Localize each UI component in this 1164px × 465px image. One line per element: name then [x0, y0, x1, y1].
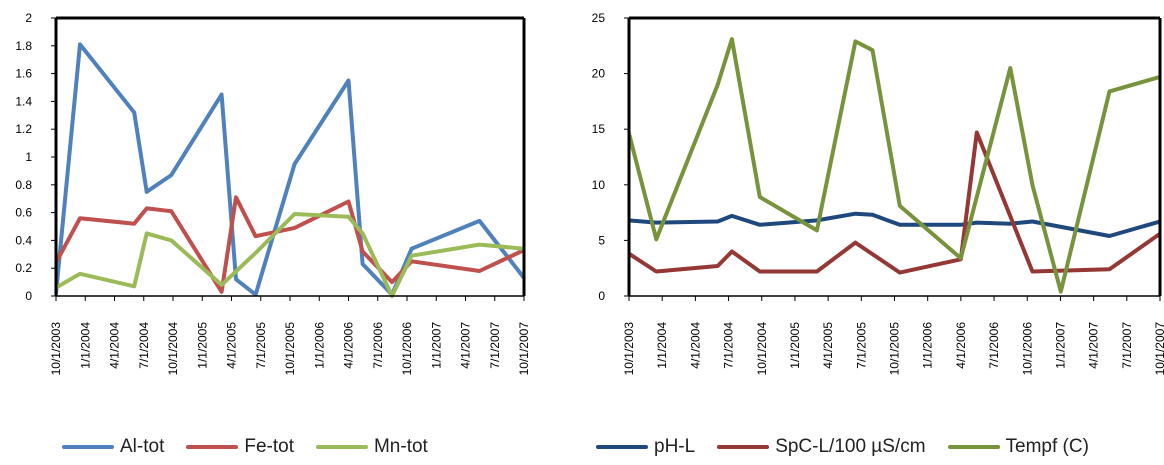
x-tick-label: 10/1/2003 [622, 322, 636, 376]
legend-swatch [186, 445, 239, 449]
legend-swatch [596, 445, 648, 449]
legend-item: SpC-L/100 µS/cm [717, 436, 926, 458]
x-tick-label: 10/1/2005 [888, 322, 902, 376]
y-tick-label: 2 [25, 11, 32, 25]
y-tick-label: 0.2 [15, 261, 32, 275]
series-line-ph-l [629, 211, 1160, 238]
x-tick-label: 4/1/2005 [821, 322, 835, 369]
series-line-spc-l-100-s-cm [629, 130, 1160, 275]
x-tick-label: 10/1/2004 [166, 322, 180, 376]
y-tick-label: 0 [25, 289, 32, 303]
x-tick-label: 10/1/2007 [1153, 322, 1164, 376]
x-tick-label: 1/1/2005 [195, 322, 209, 369]
x-tick-label: 10/1/2006 [1020, 322, 1034, 376]
x-tick-label: 7/1/2005 [254, 322, 268, 369]
x-tick-label: 4/1/2007 [1087, 322, 1101, 369]
y-tick-label: 0 [598, 289, 605, 303]
y-tick-label: 20 [592, 67, 606, 81]
y-tick-label: 1.6 [15, 67, 32, 81]
x-tick-label: 7/1/2006 [371, 322, 385, 369]
y-tick-label: 0.8 [15, 178, 32, 192]
series-line-al-tot [56, 42, 524, 297]
x-tick-label: 1/1/2004 [655, 322, 669, 369]
series-line-fe-tot [56, 195, 524, 294]
x-tick-label: 4/1/2006 [954, 322, 968, 369]
y-tick-label: 0.4 [15, 233, 32, 247]
x-tick-label: 1/1/2005 [788, 322, 802, 369]
x-tick-label: 1/1/2007 [429, 322, 443, 369]
legend-item: pH-L [596, 436, 695, 458]
x-tick-label: 10/1/2006 [400, 322, 414, 376]
legend-item: Tempf (C) [947, 436, 1089, 458]
x-tick-label: 10/1/2003 [49, 322, 63, 376]
y-tick-label: 1.2 [15, 122, 32, 136]
legend-swatch [947, 445, 1000, 449]
x-tick-label: 4/1/2006 [342, 322, 356, 369]
x-tick-label: 7/1/2004 [137, 322, 151, 369]
x-tick-label: 1/1/2006 [312, 322, 326, 369]
legend-label: Tempf (C) [1005, 436, 1089, 457]
x-tick-label: 7/1/2006 [987, 322, 1001, 369]
y-tick-label: 10 [592, 178, 606, 192]
y-tick-label: 1.4 [15, 94, 32, 108]
x-tick-label: 7/1/2007 [1120, 322, 1134, 369]
x-tick-label: 4/1/2004 [108, 322, 122, 369]
legend-label: Fe-tot [244, 436, 294, 457]
series-line-tempf-c- [629, 37, 1160, 294]
chart-0: 0 0.2 0.4 0.6 0.8 1 1.2 1.4 1.6 1.8 2 10/1/2003 1/1/… [15, 11, 531, 375]
legend-label: Mn-tot [373, 436, 428, 457]
legend-item: Fe-tot [186, 436, 294, 458]
x-tick-label: 7/1/2007 [488, 322, 502, 369]
legend-label: SpC-L/100 µS/cm [775, 436, 926, 457]
legend-item: Mn-tot [315, 436, 428, 458]
legend-right: pH-L SpC-L/100 µS/cm Tempf (C) [596, 432, 1111, 462]
x-tick-label: 10/1/2007 [517, 322, 531, 376]
y-tick-label: 5 [598, 233, 605, 247]
legend-swatch [717, 445, 770, 449]
legend-item: Al-tot [62, 436, 164, 458]
x-tick-label: 1/1/2006 [921, 322, 935, 369]
x-tick-label: 1/1/2007 [1053, 322, 1067, 369]
x-tick-label: 4/1/2005 [225, 322, 239, 369]
y-tick-label: 1.8 [15, 39, 32, 53]
y-tick-label: 0.6 [15, 206, 32, 220]
legend-left: Al-tot Fe-tot Mn-tot [62, 432, 450, 462]
y-tick-label: 25 [592, 11, 606, 25]
series-line-mn-tot [56, 212, 524, 298]
x-tick-label: 7/1/2005 [854, 322, 868, 369]
x-tick-label: 10/1/2005 [283, 322, 297, 376]
y-tick-label: 15 [592, 122, 606, 136]
x-tick-label: 4/1/2004 [688, 322, 702, 369]
legend-label: pH-L [654, 436, 696, 457]
x-tick-label: 4/1/2007 [459, 322, 473, 369]
legend-swatch [62, 445, 114, 449]
x-tick-label: 1/1/2004 [78, 322, 92, 369]
legend-label: Al-tot [120, 436, 165, 457]
x-tick-label: 10/1/2004 [755, 322, 769, 376]
legend-swatch [315, 445, 368, 449]
x-tick-label: 7/1/2004 [722, 322, 736, 369]
y-tick-label: 1 [25, 150, 32, 164]
chart-1: 0 5 10 15 20 25 10/1/2003 1/1/2004 4/1/2004 7/1/2… [592, 11, 1164, 375]
